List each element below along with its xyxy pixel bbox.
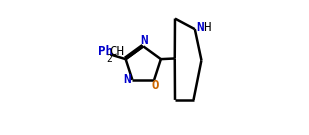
Text: N: N bbox=[124, 73, 131, 86]
Text: O: O bbox=[151, 79, 159, 92]
Text: N: N bbox=[196, 21, 204, 34]
Text: 2: 2 bbox=[106, 54, 112, 64]
Text: CH: CH bbox=[109, 45, 124, 58]
Text: N: N bbox=[140, 34, 148, 47]
Text: H: H bbox=[203, 21, 211, 34]
Text: Ph: Ph bbox=[98, 45, 113, 58]
